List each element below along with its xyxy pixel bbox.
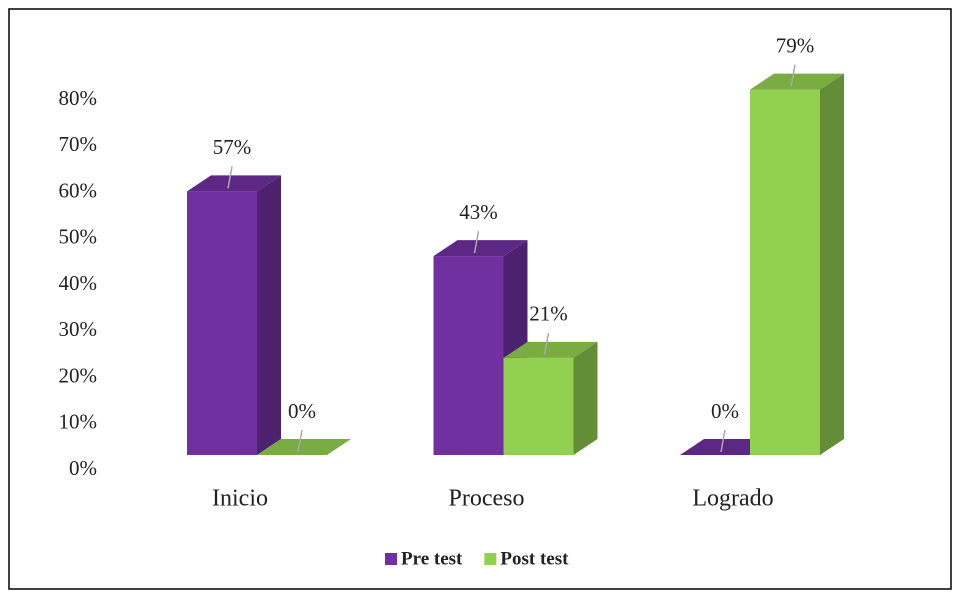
- bar: [503, 341, 598, 455]
- bar-front: [503, 357, 574, 455]
- bar-top: [187, 175, 281, 192]
- legend-swatch: [385, 553, 397, 565]
- y-tick-label: 70%: [59, 132, 98, 156]
- value-label: 57%: [213, 135, 252, 159]
- bar-top: [503, 341, 598, 358]
- bar-front: [187, 191, 257, 455]
- legend-swatch: [484, 553, 497, 565]
- bar-front: [433, 256, 504, 455]
- value-label: 79%: [776, 33, 815, 57]
- y-tick-label: 20%: [59, 363, 98, 387]
- bar-side: [257, 175, 281, 455]
- value-label: 43%: [459, 200, 498, 224]
- bar: [257, 439, 351, 455]
- y-tick-label: 80%: [59, 86, 98, 110]
- bar-top: [750, 73, 844, 90]
- y-tick-label: 10%: [59, 410, 98, 434]
- leader-line: [720, 429, 726, 453]
- y-tick-label: 40%: [59, 271, 98, 295]
- bar-top: [433, 240, 528, 257]
- x-tick-label: Proceso: [449, 486, 525, 512]
- y-tick-label: 30%: [59, 317, 98, 341]
- y-tick-label: 50%: [59, 225, 98, 249]
- bar-side: [573, 341, 598, 455]
- value-label: 0%: [711, 399, 739, 423]
- y-tick-label: 0%: [69, 456, 97, 480]
- x-tick-label: Inicio: [212, 486, 268, 512]
- leader-line: [790, 64, 796, 87]
- leader-line: [473, 230, 480, 254]
- leader-line: [297, 429, 303, 453]
- bar: [750, 73, 844, 455]
- bar-front: [750, 89, 820, 455]
- leader-line: [227, 166, 233, 189]
- bar-top: [257, 439, 351, 455]
- y-tick-label: 60%: [59, 178, 98, 202]
- x-tick-label: Logrado: [692, 486, 773, 512]
- value-label: 21%: [529, 302, 568, 326]
- bar-side: [820, 73, 844, 455]
- legend-label: Post test: [500, 548, 569, 569]
- legend-label: Pre test: [401, 548, 463, 569]
- value-label: 0%: [288, 399, 316, 423]
- bar: [187, 175, 281, 455]
- leader-line: [543, 332, 550, 356]
